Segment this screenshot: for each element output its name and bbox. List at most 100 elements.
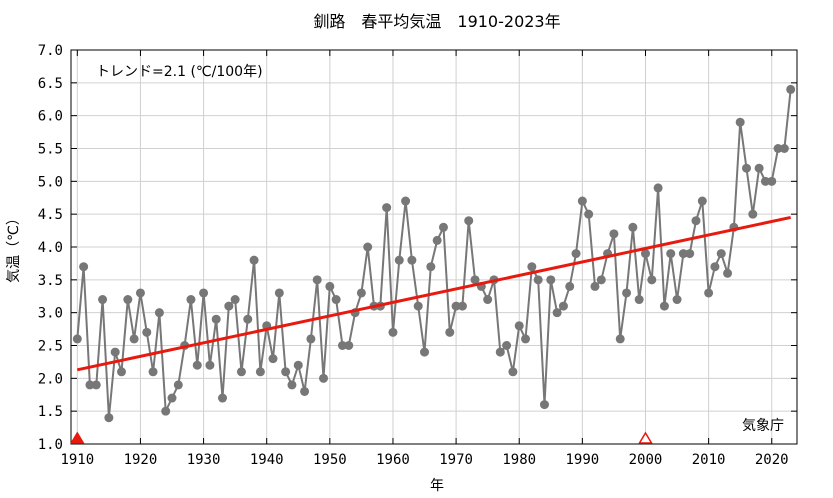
data-point <box>407 255 417 265</box>
data-point <box>337 341 347 350</box>
data-point <box>464 216 474 226</box>
x-tick-label: 1990 <box>565 452 599 468</box>
data-point <box>723 268 733 278</box>
y-tick-label: 1.5 <box>38 404 63 420</box>
data-point <box>205 360 215 370</box>
data-point <box>685 249 695 259</box>
x-tick-label: 1960 <box>376 452 410 468</box>
data-point <box>558 301 568 311</box>
data-point <box>104 413 114 423</box>
data-point <box>539 400 549 410</box>
data-point <box>659 301 669 311</box>
data-point <box>224 301 234 311</box>
x-tick-label: 2010 <box>692 452 726 468</box>
data-point <box>672 295 682 305</box>
y-axis-label: 気温（℃） <box>6 211 22 283</box>
data-point <box>293 360 303 370</box>
x-tick-label: 2000 <box>629 452 663 468</box>
data-point <box>596 275 606 285</box>
data-point <box>129 334 139 344</box>
data-point <box>767 176 777 186</box>
data-point <box>394 255 404 265</box>
data-point <box>716 249 726 259</box>
data-point <box>786 84 796 94</box>
data-point <box>697 196 707 206</box>
data-point <box>173 380 183 390</box>
data-point <box>98 295 108 305</box>
data-point <box>413 301 423 311</box>
data-point <box>255 367 265 377</box>
data-point <box>710 262 720 272</box>
series-line <box>76 89 792 418</box>
series-points <box>72 84 796 423</box>
data-point <box>451 301 461 311</box>
series-path <box>76 89 792 418</box>
data-point <box>91 380 101 390</box>
data-point <box>236 367 246 377</box>
data-point <box>628 222 638 232</box>
data-point <box>445 327 455 337</box>
y-tick-label: 4.0 <box>38 240 63 256</box>
trend-label: トレンド=2.1 (℃/100年) <box>96 64 263 80</box>
data-point <box>634 295 644 305</box>
data-point <box>640 249 650 259</box>
data-point <box>483 295 493 305</box>
data-point <box>760 176 770 186</box>
data-point <box>123 295 133 305</box>
y-tick-label: 2.5 <box>38 339 63 355</box>
data-point <box>704 288 714 298</box>
y-tick-label: 1.0 <box>38 437 63 453</box>
data-point <box>577 196 587 206</box>
data-point <box>735 117 745 127</box>
data-point <box>85 380 95 390</box>
data-point <box>653 183 663 193</box>
x-tick-label: 1980 <box>502 452 536 468</box>
data-point <box>420 347 430 357</box>
data-point <box>590 281 600 291</box>
data-point <box>741 163 751 173</box>
x-axis-label: 年 <box>430 478 444 494</box>
plot-frame <box>70 49 798 445</box>
data-point <box>401 196 411 206</box>
data-point <box>779 144 789 153</box>
data-point <box>584 209 594 219</box>
station-change-marker <box>638 431 653 444</box>
data-point <box>495 347 505 357</box>
data-point <box>167 393 177 403</box>
x-tick-label: 1920 <box>124 452 158 468</box>
data-point <box>117 367 127 377</box>
data-point <box>432 235 442 245</box>
data-point <box>388 327 398 337</box>
data-point <box>773 144 783 153</box>
data-point <box>382 203 392 213</box>
data-point <box>154 308 164 318</box>
data-point <box>622 288 632 298</box>
data-point <box>363 242 373 252</box>
chart-title: 釧路 春平均気温 1910-2023年 <box>313 12 560 31</box>
data-point <box>243 314 253 324</box>
y-tick-label: 3.5 <box>38 273 63 289</box>
data-point <box>110 347 120 357</box>
y-tick-label: 5.0 <box>38 174 63 190</box>
data-point <box>161 406 171 416</box>
y-tick-label: 6.0 <box>38 109 63 125</box>
data-point <box>514 321 524 331</box>
trend-line <box>76 215 792 372</box>
y-tick-label: 6.5 <box>38 76 63 92</box>
data-point <box>142 327 152 337</box>
data-point <box>502 341 512 350</box>
x-tick-label: 1970 <box>439 452 473 468</box>
data-point <box>281 367 291 377</box>
data-point <box>691 216 701 226</box>
data-point <box>356 288 366 298</box>
data-point <box>546 275 556 285</box>
data-point <box>678 249 688 259</box>
data-point <box>79 262 89 272</box>
data-point <box>319 373 329 383</box>
x-tick-label: 1910 <box>60 452 94 468</box>
data-point <box>325 281 335 291</box>
data-point <box>192 360 202 370</box>
data-point <box>287 380 297 390</box>
data-point <box>230 295 240 305</box>
